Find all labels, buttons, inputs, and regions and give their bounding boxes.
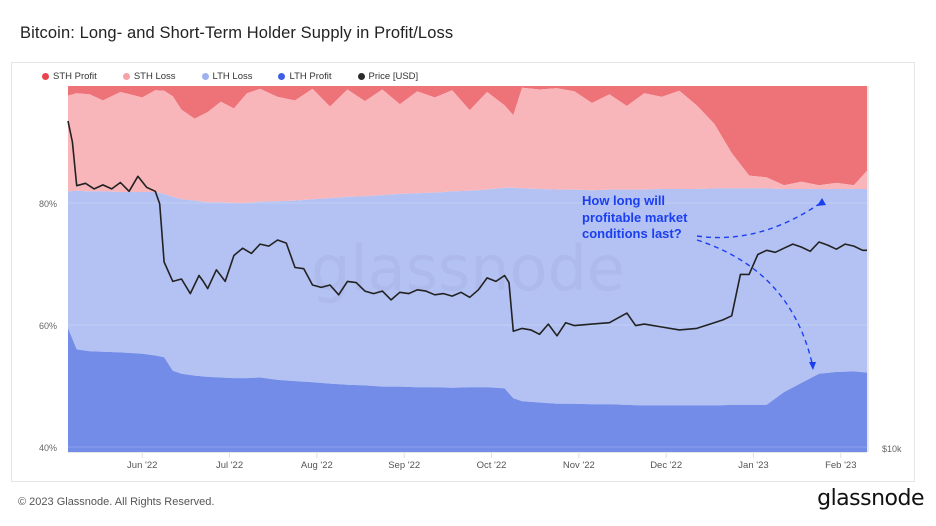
annotation-line: How long will	[582, 193, 666, 208]
area-lth-profit	[68, 328, 867, 452]
legend-item-sth-loss[interactable]: STH Loss	[122, 71, 176, 82]
x-tick-label: Oct '22	[477, 460, 507, 471]
chart-title: Bitcoin: Long- and Short-Term Holder Sup…	[20, 24, 454, 42]
x-tick-label: Jan '23	[738, 460, 768, 471]
legend-label: STH Profit	[53, 71, 97, 82]
annotation-arrow-down	[696, 239, 813, 364]
legend-label: LTH Loss	[212, 71, 253, 82]
glassnode-logo: glassnode	[817, 486, 924, 511]
y2-tick-label: $10k	[882, 444, 902, 454]
price-line	[67, 120, 867, 337]
area-sth-profit	[68, 86, 867, 186]
y-tick-label: 60%	[39, 321, 57, 331]
legend-dot	[42, 73, 49, 80]
legend-label: STH Loss	[133, 71, 176, 82]
annotation-line: profitable market	[582, 209, 688, 225]
arrowhead-down-icon	[809, 362, 816, 370]
x-tick-label: Sep '22	[388, 460, 420, 471]
y-tick-label: 40%	[39, 443, 57, 453]
copyright: © 2023 Glassnode. All Rights Reserved.	[18, 496, 215, 508]
legend-item-lth-loss[interactable]: LTH Loss	[201, 71, 253, 82]
legend-label: LTH Profit	[289, 71, 332, 82]
x-tick-label: Aug '22	[301, 460, 333, 471]
legend-dot	[201, 73, 209, 80]
chart-legend: STH Profit STH Loss LTH Loss LTH Profit …	[42, 71, 444, 82]
x-tick-label: Jun '22	[127, 460, 157, 471]
area-sth-loss	[68, 87, 867, 203]
y-tick-label: 80%	[39, 199, 57, 209]
watermark: glassnode	[311, 232, 625, 305]
x-tick-label: Feb '23	[825, 460, 856, 471]
x-tick-label: Dec '22	[650, 460, 682, 471]
annotation-arrow-up	[696, 201, 823, 239]
legend-dot	[122, 73, 130, 80]
arrowhead-up-icon	[817, 198, 826, 206]
legend-label: Price [USD]	[368, 71, 419, 82]
legend-item-sth-profit[interactable]: STH Profit	[42, 71, 97, 82]
x-tick-label: Jul '22	[216, 460, 243, 471]
annotation-text: How long will profitable market conditio…	[582, 193, 687, 243]
annotation-line: conditions last?	[582, 226, 682, 241]
x-tick-label: Nov '22	[563, 460, 595, 471]
legend-dot	[278, 73, 286, 80]
legend-item-lth-profit[interactable]: LTH Profit	[278, 71, 332, 82]
legend-item-price[interactable]: Price [USD]	[357, 71, 419, 82]
legend-dot	[357, 73, 365, 80]
